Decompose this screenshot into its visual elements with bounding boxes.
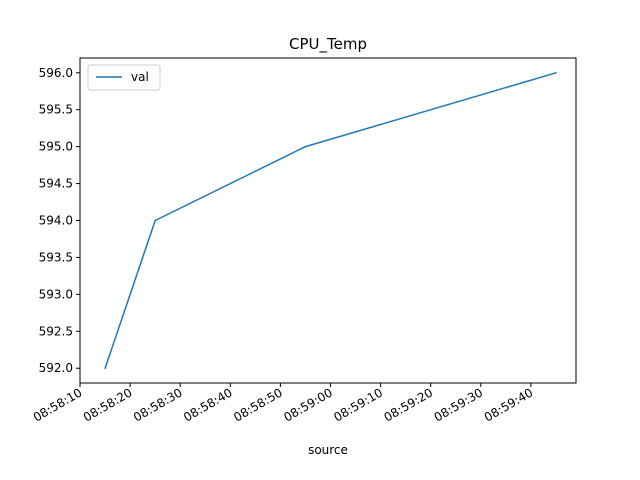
x-tick-label: 08:58:50 (231, 385, 285, 424)
chart-title: CPU_Temp (289, 35, 367, 54)
y-tick-label: 593.0 (39, 287, 73, 301)
legend-label: val (131, 70, 149, 84)
x-tick-label: 08:59:10 (331, 385, 385, 424)
x-tick-label: 08:59:00 (281, 385, 335, 424)
x-tick-label: 08:59:30 (432, 385, 486, 424)
series-line-val (104, 72, 557, 369)
legend: val (87, 64, 161, 91)
y-tick-label: 595.5 (39, 103, 73, 117)
x-tick-label: 08:58:30 (131, 385, 185, 424)
y-tick-label: 592.5 (39, 324, 73, 338)
y-axis: 592.0 592.5 593.0 593.5 594.0 594.5 595.0 595.5… (39, 66, 80, 375)
data-point (154, 219, 156, 222)
y-tick-label: 595.0 (39, 140, 73, 154)
data-point (555, 72, 557, 74)
x-axis-label: source (308, 443, 348, 457)
y-tick-label: 592.0 (39, 361, 73, 375)
y-tick-label: 593.5 (39, 250, 73, 264)
data-point (304, 145, 307, 148)
y-tick-label: 594.0 (39, 214, 73, 228)
x-tick-label: 08:59:20 (382, 385, 436, 424)
legend-box (87, 64, 161, 91)
x-axis: 08:58:1008:58:2008:58:3008:58:4008:58:50… (31, 383, 536, 425)
data-point (104, 367, 106, 369)
x-tick-label: 08:59:40 (482, 385, 536, 424)
series-layer (104, 72, 557, 369)
x-tick-label: 08:58:10 (31, 385, 85, 424)
plot-area (79, 57, 577, 384)
x-tick-label: 08:58:20 (81, 385, 135, 424)
x-tick-label: 08:58:40 (181, 385, 235, 424)
y-tick-label: 596.0 (39, 66, 73, 80)
y-tick-label: 594.5 (39, 177, 73, 191)
